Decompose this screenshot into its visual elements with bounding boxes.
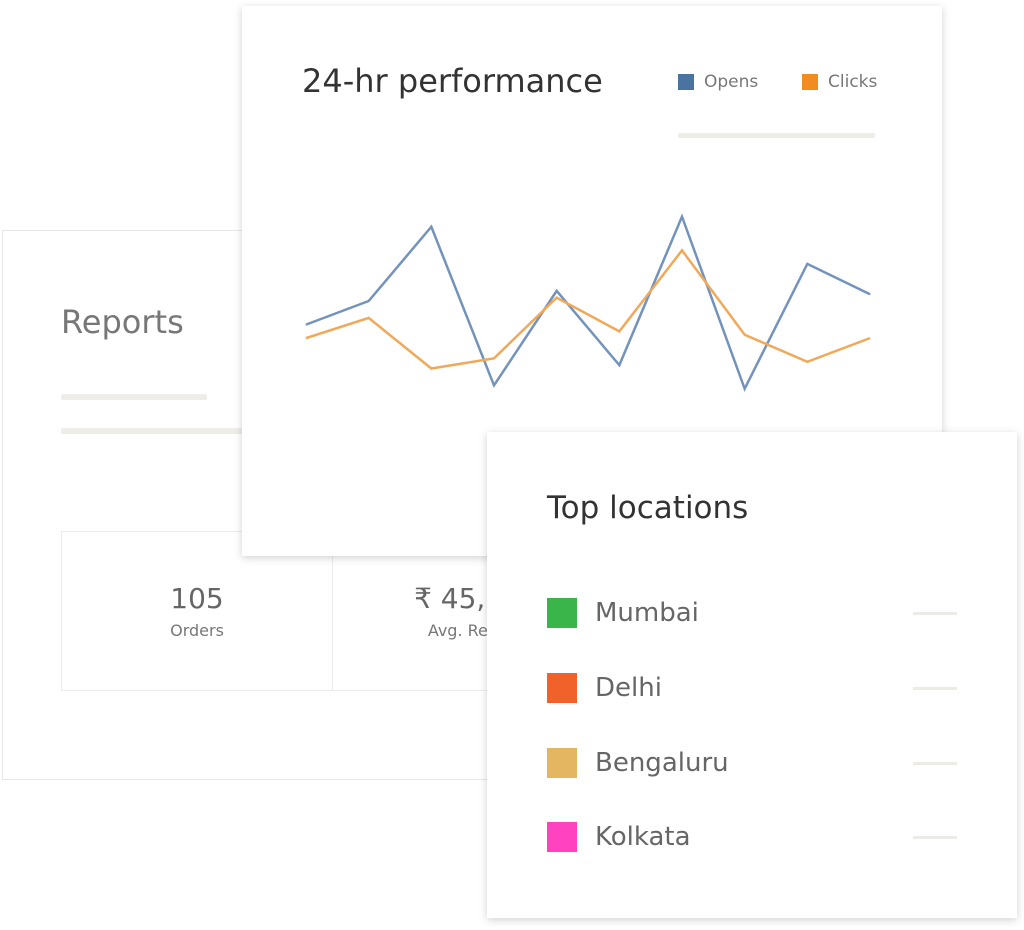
data-point-opens [493, 384, 495, 386]
location-bar [913, 687, 957, 690]
series-line-clicks [305, 248, 871, 370]
data-point-opens [368, 300, 370, 302]
data-point-opens [556, 290, 558, 292]
data-point-clicks [305, 337, 307, 339]
location-swatch-bengaluru [547, 748, 577, 778]
top-locations-card: Top locations Mumbai Delhi Bengaluru Kol… [487, 432, 1017, 918]
location-swatch-delhi [547, 673, 577, 703]
data-point-clicks [618, 330, 620, 332]
location-name: Delhi [595, 673, 662, 703]
legend-clicks: Clicks [802, 72, 877, 92]
performance-line-chart [305, 213, 871, 392]
location-bar [913, 612, 957, 615]
legend-swatch-clicks [802, 74, 818, 90]
legend-opens: Opens [678, 72, 758, 92]
data-point-opens [305, 324, 307, 326]
location-swatch-mumbai [547, 598, 577, 628]
legend-label-clicks: Clicks [828, 72, 878, 92]
data-point-clicks [869, 337, 871, 339]
data-point-opens [744, 388, 746, 390]
legend-underline [678, 133, 875, 138]
location-item-mumbai: Mumbai [547, 597, 957, 629]
location-item-bengaluru: Bengaluru [547, 747, 957, 779]
data-point-clicks [430, 368, 432, 369]
location-item-delhi: Delhi [547, 672, 957, 704]
location-name: Mumbai [595, 598, 699, 628]
location-bar [913, 762, 957, 765]
data-point-clicks [681, 249, 683, 251]
legend-swatch-opens [678, 74, 694, 90]
location-name: Bengaluru [595, 748, 729, 778]
series-line-opens [305, 213, 871, 392]
location-swatch-kolkata [547, 822, 577, 852]
data-point-clicks [556, 297, 558, 299]
stat-label: Orders [170, 621, 224, 640]
data-point-clicks [368, 317, 370, 319]
location-name: Kolkata [595, 822, 691, 852]
legend-label-opens: Opens [704, 72, 759, 92]
location-bar [913, 836, 957, 839]
data-point-opens [681, 216, 683, 218]
data-point-opens [618, 364, 620, 366]
stat-orders: 105 Orders [62, 532, 332, 690]
data-point-opens [806, 263, 808, 265]
top-locations-title: Top locations [547, 490, 749, 526]
reports-title: Reports [61, 303, 184, 341]
data-point-clicks [806, 361, 808, 363]
location-item-kolkata: Kolkata [547, 821, 957, 853]
data-point-opens [869, 293, 871, 295]
data-point-opens [430, 226, 432, 228]
stat-value: 105 [170, 582, 224, 615]
performance-title: 24-hr performance [302, 62, 603, 100]
data-point-clicks [744, 334, 746, 336]
reports-title-underline [61, 394, 207, 400]
data-point-clicks [493, 357, 495, 359]
